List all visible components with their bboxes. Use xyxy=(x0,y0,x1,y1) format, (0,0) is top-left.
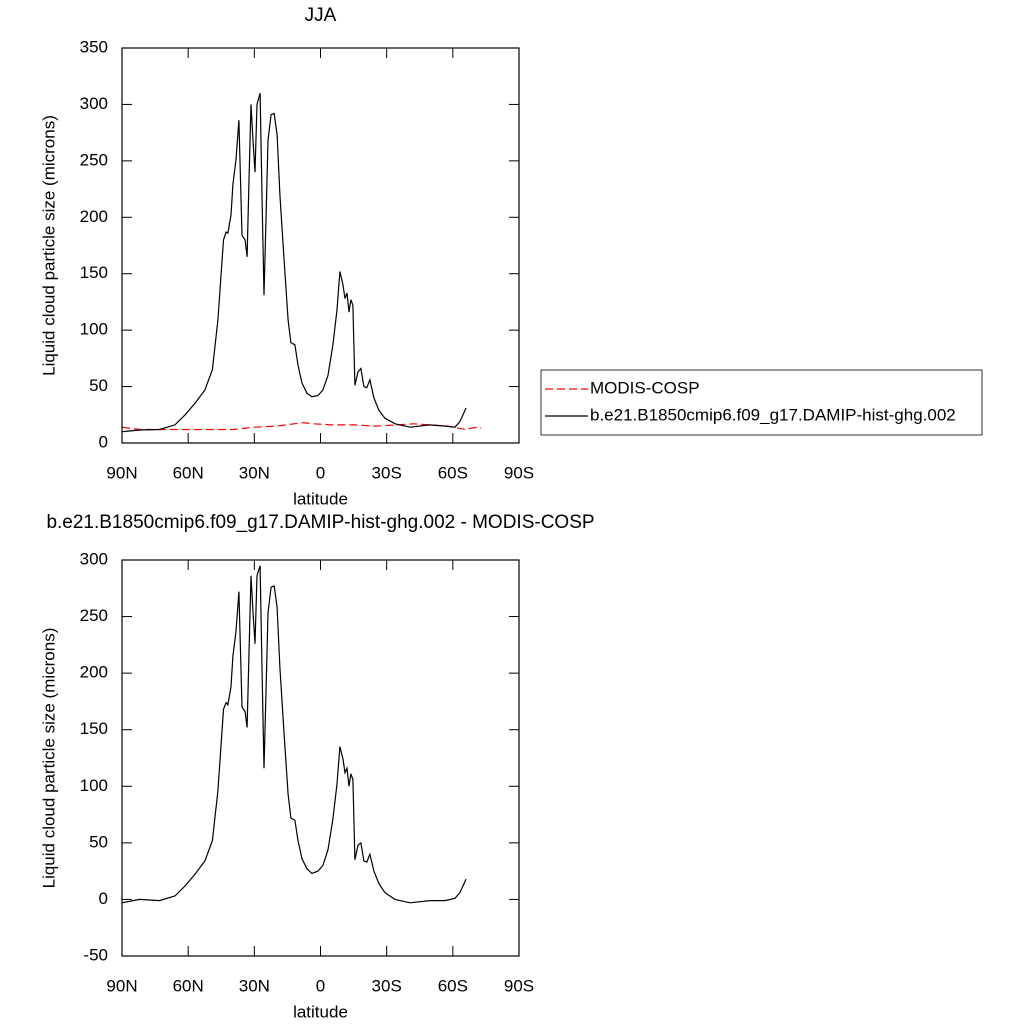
x-tick-label: 0 xyxy=(316,463,325,482)
y-tick-label: 100 xyxy=(80,320,108,339)
x-axis-label: latitude xyxy=(293,1002,348,1021)
plot-frame xyxy=(121,559,520,957)
y-tick-label: 200 xyxy=(80,663,108,682)
y-tick-label: 250 xyxy=(80,150,108,169)
y-axis-label: Liquid cloud particle size (microns) xyxy=(39,115,58,376)
x-tick-label: 60N xyxy=(173,463,204,482)
y-axis-label: Liquid cloud particle size (microns) xyxy=(39,628,58,889)
chart-title: JJA xyxy=(305,5,337,26)
x-tick-label: 0 xyxy=(316,976,325,995)
y-tick-label: 300 xyxy=(80,549,108,568)
x-tick-label: 30N xyxy=(239,463,270,482)
y-tick-label: 300 xyxy=(80,94,108,113)
y-tick-label: 0 xyxy=(99,889,108,908)
legend-label: b.e21.B1850cmip6.f09_g17.DAMIP-hist-ghg.… xyxy=(590,405,956,424)
data-line xyxy=(121,92,467,433)
y-tick-label: 200 xyxy=(80,207,108,226)
y-tick-label: 50 xyxy=(89,832,108,851)
y-tick-label: 50 xyxy=(89,376,108,395)
y-tick-label: -50 xyxy=(83,945,108,964)
y-tick-label: 350 xyxy=(80,37,108,56)
legend-box xyxy=(540,369,983,436)
y-tick-label: 0 xyxy=(99,432,108,451)
y-tick-label: 150 xyxy=(80,719,108,738)
chart-title: b.e21.B1850cmip6.f09_g17.DAMIP-hist-ghg.… xyxy=(46,512,594,533)
x-tick-label: 90N xyxy=(106,463,137,482)
x-axis-label: latitude xyxy=(293,489,348,508)
x-tick-label: 60S xyxy=(438,463,468,482)
data-line xyxy=(121,565,467,904)
x-tick-label: 90N xyxy=(106,976,137,995)
data-line xyxy=(121,422,482,431)
plot-frame xyxy=(121,47,520,444)
legend-label: MODIS-COSP xyxy=(590,378,700,397)
x-tick-label: 30N xyxy=(239,976,270,995)
x-tick-label: 30S xyxy=(372,976,402,995)
x-tick-label: 60N xyxy=(173,976,204,995)
x-tick-label: 90S xyxy=(504,463,534,482)
x-tick-label: 90S xyxy=(504,976,534,995)
x-tick-label: 60S xyxy=(438,976,468,995)
y-tick-label: 100 xyxy=(80,776,108,795)
x-tick-label: 30S xyxy=(372,463,402,482)
y-tick-label: 150 xyxy=(80,263,108,282)
y-tick-label: 250 xyxy=(80,606,108,625)
